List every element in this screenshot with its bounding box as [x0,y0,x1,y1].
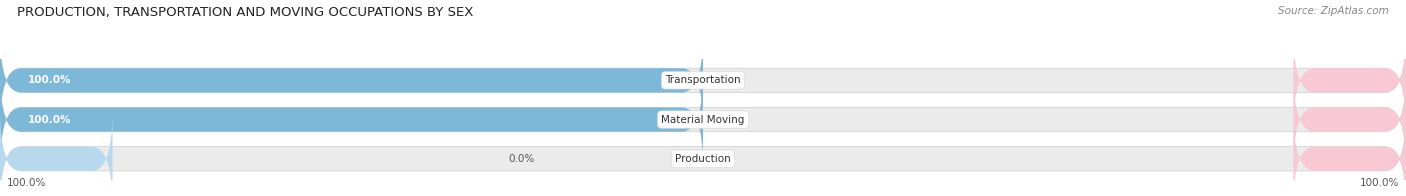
Text: Source: ZipAtlas.com: Source: ZipAtlas.com [1278,6,1389,16]
Text: 100.0%: 100.0% [1360,178,1399,188]
FancyBboxPatch shape [0,34,703,127]
FancyBboxPatch shape [1294,112,1406,196]
Text: Transportation: Transportation [665,75,741,85]
Text: 100.0%: 100.0% [28,114,72,125]
FancyBboxPatch shape [0,34,1406,127]
Text: 100.0%: 100.0% [28,75,72,85]
Text: PRODUCTION, TRANSPORTATION AND MOVING OCCUPATIONS BY SEX: PRODUCTION, TRANSPORTATION AND MOVING OC… [17,6,474,19]
FancyBboxPatch shape [0,73,703,166]
Text: Production: Production [675,154,731,164]
FancyBboxPatch shape [0,112,112,196]
FancyBboxPatch shape [1294,34,1406,127]
FancyBboxPatch shape [0,112,1406,196]
Text: Material Moving: Material Moving [661,114,745,125]
Text: 0.0%: 0.0% [508,154,534,164]
Text: 100.0%: 100.0% [7,178,46,188]
FancyBboxPatch shape [1294,73,1406,166]
FancyBboxPatch shape [0,73,1406,166]
